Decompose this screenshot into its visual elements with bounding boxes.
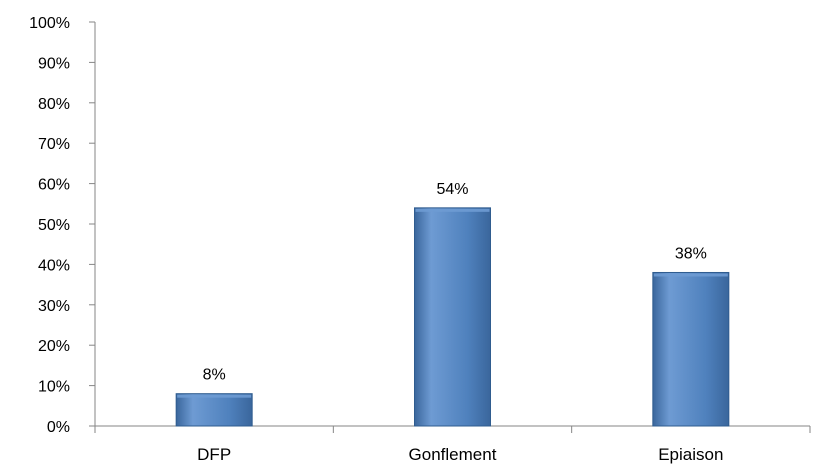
y-tick-label: 10% <box>38 379 70 396</box>
bar-bevel <box>177 394 252 398</box>
x-category-label: Gonflement <box>409 445 497 464</box>
data-label: 38% <box>675 245 707 262</box>
y-tick-label: 70% <box>38 136 70 153</box>
bars <box>175 207 730 427</box>
y-tick-label: 60% <box>38 177 70 194</box>
bar-gonflement <box>414 207 491 427</box>
y-tick-label: 50% <box>38 217 70 234</box>
x-category-label: Epiaison <box>658 445 723 464</box>
y-tick-label: 30% <box>38 298 70 315</box>
bar-bevel <box>653 273 728 277</box>
y-tick-label: 20% <box>38 338 70 355</box>
data-labels: 8% 54% 38% <box>203 181 707 384</box>
y-tick-label: 100% <box>29 15 70 32</box>
data-label: 54% <box>436 181 468 198</box>
y-tick-label: 80% <box>38 96 70 113</box>
y-tick-label: 90% <box>38 55 70 72</box>
x-axis: DFP Gonflement Epiaison <box>94 425 811 464</box>
data-label: 8% <box>203 367 226 384</box>
y-axis: 0% 10% 20% 30% 40% 50% 60% 70% 80% 90% 100% <box>29 15 96 436</box>
x-category-label: DFP <box>197 445 231 464</box>
bar-epiaison <box>652 271 730 427</box>
bar-dfp <box>175 393 253 427</box>
y-tick-label: 0% <box>47 419 70 436</box>
y-tick-label: 40% <box>38 257 70 274</box>
bar-bevel <box>415 208 490 212</box>
